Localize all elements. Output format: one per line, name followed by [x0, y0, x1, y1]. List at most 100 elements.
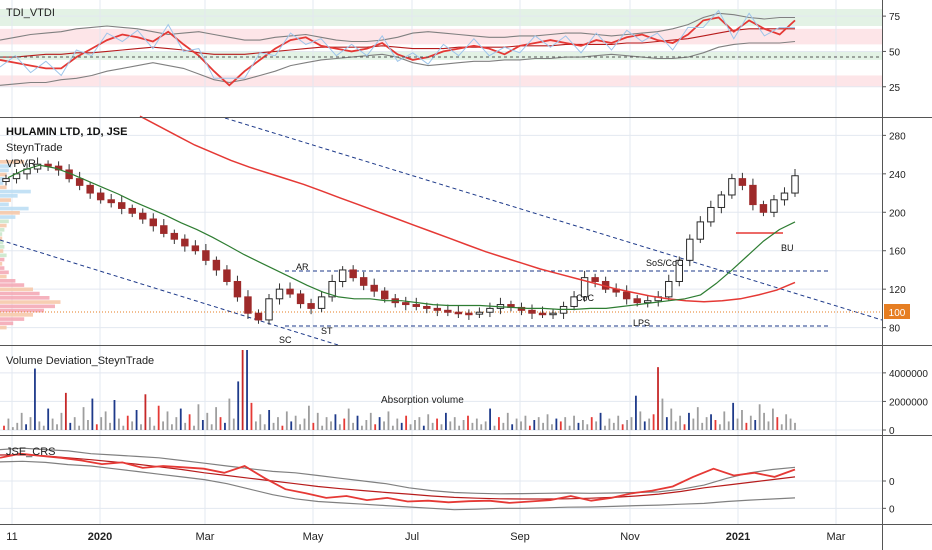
last-price-badge	[884, 304, 910, 319]
volume-bar-133	[590, 417, 593, 430]
volume-bar-55	[246, 350, 248, 430]
volume-bar-101	[449, 421, 452, 430]
volume-bar-28	[126, 415, 129, 430]
volume-profile-bar-17	[0, 232, 3, 236]
volume-bar-149	[661, 398, 664, 430]
candle-body-45	[475, 311, 484, 315]
candle-body-54	[570, 296, 578, 307]
volume-bar-159	[705, 417, 708, 430]
candle-body-40	[423, 305, 431, 309]
volume-bar-153	[679, 415, 682, 430]
volume-bar-12	[56, 424, 58, 430]
volume-bar-129	[573, 415, 575, 430]
crs-tick-label-0: 0	[889, 477, 895, 488]
volume-bar-95	[422, 425, 425, 430]
volume-bar-148	[657, 367, 659, 430]
volume-bar-20	[91, 398, 94, 430]
volume-bar-48	[215, 407, 218, 430]
candle-body-35	[370, 284, 378, 292]
tdi-line-signal	[0, 16, 796, 87]
volume-bar-5	[25, 424, 27, 430]
volume-bar-166	[736, 418, 739, 430]
volume-profile-bar-35	[0, 308, 44, 313]
volume-bar-132	[586, 424, 589, 430]
volume-profile-bar-36	[0, 313, 33, 317]
volume-bar-63	[281, 425, 284, 430]
volume-profile-bar-2	[0, 168, 9, 173]
volume-bar-26	[117, 418, 120, 430]
tdi-title: TDI_VTDI	[6, 7, 55, 19]
volume-bar-21	[95, 424, 98, 430]
volume-bar-37	[166, 411, 169, 430]
volume-bar-143	[635, 395, 637, 430]
candle-body-23	[244, 296, 252, 314]
candle-body-38	[402, 302, 410, 306]
volume-bar-74	[330, 421, 332, 430]
volume-bar-121	[537, 417, 540, 430]
candle-body-34	[359, 277, 368, 286]
volume-bar-18	[82, 407, 85, 430]
volume-bar-108	[480, 424, 483, 430]
volume-bar-81	[361, 425, 363, 430]
volume-bar-137	[608, 418, 611, 430]
volume-profile-bar-39	[0, 325, 7, 330]
volume-bar-134	[595, 421, 598, 430]
volume-bar-85	[378, 417, 381, 430]
volume-bar-173	[767, 421, 770, 430]
volume-profile-bar-34	[0, 304, 55, 309]
price-tick-label-4: 120	[889, 285, 906, 296]
candle-body-41	[433, 307, 442, 311]
candle-body-30	[317, 296, 326, 309]
x-tick-label-0: 11	[6, 531, 17, 543]
candle-body-28	[296, 293, 305, 305]
moving-average-red	[139, 115, 796, 303]
volume-profile-bar-33	[0, 300, 61, 304]
volume-bar-164	[727, 421, 730, 430]
volume-profile-bar-7	[0, 189, 31, 194]
volume-bar-99	[440, 424, 443, 430]
volume-bar-170	[754, 420, 757, 430]
candle-body-33	[349, 269, 357, 279]
volume-bar-72	[321, 425, 324, 430]
volume-bar-140	[621, 424, 624, 430]
annotation-sos-coc: SoS/CoC	[646, 258, 684, 268]
candle-body-65	[686, 238, 694, 261]
volume-bar-14	[64, 392, 67, 430]
volume-profile-bar-24	[0, 262, 3, 266]
volume-bar-82	[365, 420, 368, 430]
volume-bar-86	[383, 421, 385, 430]
volume-profile-bar-6	[0, 185, 7, 190]
volume-bar-29	[131, 421, 134, 430]
volume-profile-bar-27	[0, 274, 7, 279]
volume-bar-44	[197, 404, 200, 430]
volume-bar-110	[489, 408, 491, 430]
volume-profile-bar-0	[0, 160, 25, 164]
volume-profile-bar-20	[0, 245, 5, 249]
volume-bar-68	[303, 418, 306, 430]
candle-body-14	[149, 218, 157, 227]
candle-body-31	[328, 280, 336, 298]
volume-bar-40	[179, 408, 182, 430]
candle-body-66	[696, 221, 705, 240]
crs-line-signal	[0, 452, 796, 504]
volume-bar-117	[520, 421, 522, 430]
volume-bar-162	[718, 424, 721, 430]
volume-bar-119	[528, 425, 531, 430]
absorption-volume-label: Absorption volume	[381, 395, 464, 406]
tdi-tick-label-2: 25	[889, 83, 901, 94]
candle-body-4	[44, 163, 52, 167]
volume-bar-70	[312, 422, 315, 430]
candle-body-36	[381, 290, 389, 300]
crs-line-lower	[0, 460, 796, 511]
volume-bar-106	[471, 422, 474, 430]
volume-bar-35	[157, 405, 160, 430]
volume-bar-105	[467, 415, 469, 430]
x-tick-label-1: 2020	[88, 531, 112, 543]
volume-tick-label-1: 2000000	[889, 397, 928, 408]
volume-bar-75	[334, 414, 337, 430]
volume-bar-139	[617, 415, 620, 430]
volume-bar-61	[272, 422, 275, 430]
price-tick-label-2: 200	[889, 208, 906, 219]
volume-bar-39	[175, 417, 178, 430]
volume-bar-64	[285, 411, 288, 430]
